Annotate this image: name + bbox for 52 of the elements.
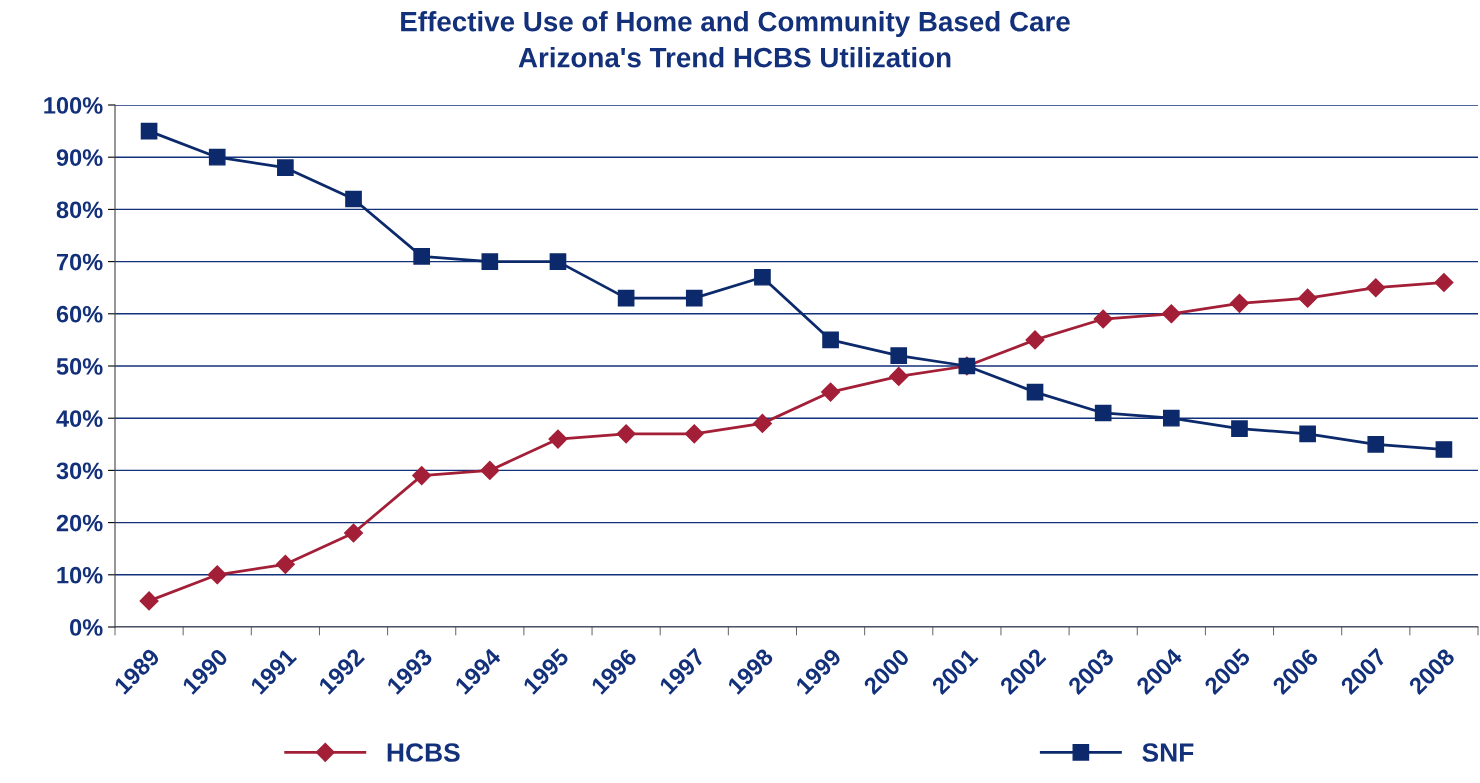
point [345,190,362,208]
point [1161,304,1181,324]
legend-label: HCBS [387,743,460,762]
point [548,429,568,449]
y-tick-label: 30% [56,462,103,480]
point [1229,293,1250,313]
y-tick-label: 70% [56,253,103,271]
point [617,289,635,307]
point [822,331,839,349]
point [1434,272,1454,293]
y-tick-label: 50% [56,358,103,375]
y-tick-label: 80% [56,201,103,219]
point [1299,425,1316,443]
chart-title: Effective Use of Home and Community Based Care Arizona's Trend HCBS Utilization [401,11,1070,68]
legend-label: SNF [1142,743,1194,762]
point [1435,441,1453,458]
point [343,523,364,543]
point [412,466,432,486]
point [413,248,431,265]
point [752,413,772,433]
y-tick-label: 60% [56,305,103,323]
point [1231,420,1248,437]
point [684,424,704,444]
point [1366,278,1386,298]
point [821,382,841,402]
y-tick-label: 90% [56,149,103,166]
point [685,289,703,307]
point [1162,409,1180,427]
point [1094,404,1112,422]
point [1298,288,1318,308]
y-tick-label: 10% [57,566,103,584]
point [480,460,500,480]
point [616,424,636,444]
y-tick-label: 40% [56,410,103,427]
point [275,554,295,574]
point [549,253,567,270]
point [277,159,294,176]
point [754,268,771,286]
point [1367,435,1385,453]
point [481,253,499,270]
point [890,347,908,364]
point [208,148,226,166]
point [1025,330,1045,350]
y-tick-label: 100% [44,97,103,114]
point [207,565,227,585]
point [140,122,158,140]
y-tick-label: 20% [56,514,103,532]
point [1093,309,1113,329]
point [1026,383,1044,401]
point [139,591,159,611]
point [889,366,909,386]
y-tick-label: 0% [70,619,103,636]
